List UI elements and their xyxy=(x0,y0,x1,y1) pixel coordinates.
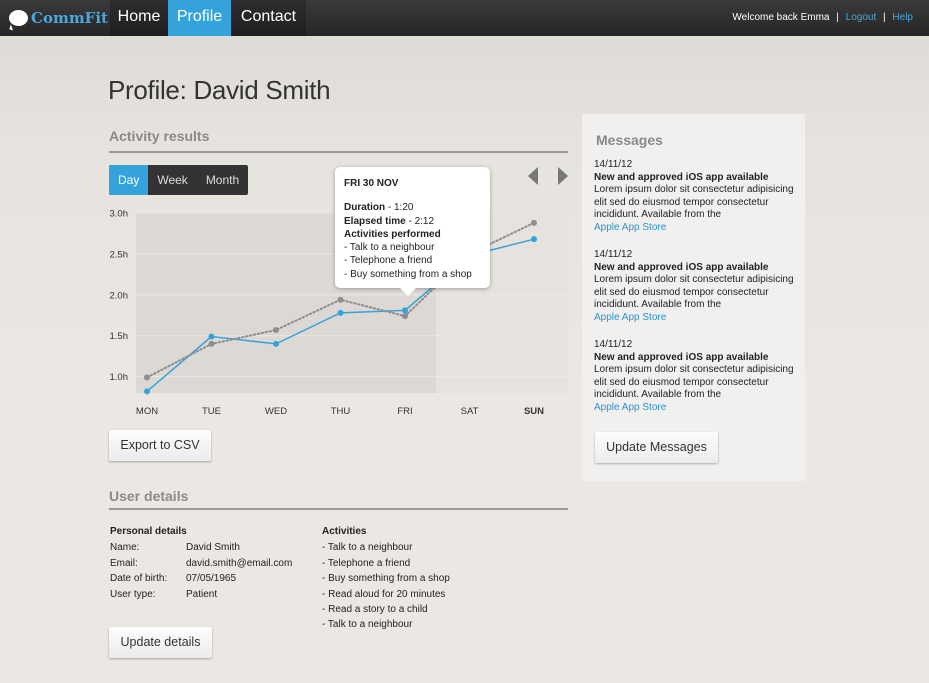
message-body: Lorem ipsum dolor sit consectetur adipis… xyxy=(594,274,794,310)
message-item: 14/11/12 New and approved iOS app availa… xyxy=(594,249,799,324)
activity-item: - Buy something from a shop xyxy=(322,573,450,585)
export-csv-button[interactable]: Export to CSV xyxy=(109,430,211,461)
activity-item: - Telephone a friend xyxy=(322,557,411,569)
field-label: Name: xyxy=(110,542,140,554)
field-row: Name: David Smith xyxy=(110,540,292,555)
update-details-button[interactable]: Update details xyxy=(109,627,212,658)
field-label: Date of birth: xyxy=(110,573,168,585)
message-date: 14/11/12 xyxy=(594,159,633,170)
message-body: Lorem ipsum dolor sit consectetur adipis… xyxy=(594,364,794,400)
message-item: 14/11/12 New and approved iOS app availa… xyxy=(594,159,799,234)
field-row: Date of birth: 07/05/1965 xyxy=(110,571,292,586)
field-value: david.smith@email.com xyxy=(186,557,293,569)
separator: | xyxy=(883,12,886,23)
x-tick-label: THU xyxy=(331,406,351,417)
y-tick-label: 3.0h xyxy=(110,209,129,220)
tooltip-activity: - Talk to a neighbour xyxy=(344,242,435,254)
field-value: David Smith xyxy=(186,542,240,554)
logo[interactable]: CommFit xyxy=(9,7,108,29)
period-segmented-control: Day Week Month xyxy=(109,165,249,195)
x-tick-label: FRI xyxy=(397,406,412,417)
divider xyxy=(109,508,568,510)
divider xyxy=(109,151,568,153)
data-point-solid xyxy=(337,309,344,316)
user-details-heading: User details xyxy=(109,488,189,504)
logout-link[interactable]: Logout xyxy=(845,12,877,23)
y-tick-label: 1.0h xyxy=(110,372,129,383)
data-point-dotted xyxy=(208,340,215,347)
field-row: Email: david.smith@email.com xyxy=(110,556,292,571)
user-activities: Activities - Talk to a neighbour - Telep… xyxy=(322,524,450,633)
tooltip-activity: - Buy something from a shop xyxy=(344,268,472,280)
logo-text: CommFit xyxy=(31,9,108,27)
top-nav: CommFit Home Profile Contact Welcome bac… xyxy=(0,0,929,36)
data-point-solid xyxy=(402,307,408,314)
x-tick-label: SAT xyxy=(461,406,479,417)
activity-item: - Talk to a neighbour xyxy=(322,542,413,554)
tooltip-duration: Duration - 1:20 xyxy=(344,202,414,214)
app-store-link[interactable]: Apple App Store xyxy=(594,221,667,233)
app-store-link[interactable]: Apple App Store xyxy=(594,401,667,413)
activity-item: - Talk to a neighbour xyxy=(322,619,413,631)
messages-heading: Messages xyxy=(596,132,663,148)
nav-user-area: Welcome back Emma | Logout | Help xyxy=(732,12,913,23)
field-value: 07/05/1965 xyxy=(186,573,237,585)
tooltip-activities-heading: Activities performed xyxy=(344,228,441,240)
field-row: User type: Patient xyxy=(110,587,292,602)
tooltip-activity: - Telephone a friend xyxy=(344,255,433,267)
data-point-dotted xyxy=(402,313,408,320)
help-link[interactable]: Help xyxy=(892,12,913,23)
x-tick-label: WED xyxy=(265,406,287,417)
data-point-solid xyxy=(144,388,150,395)
messages-panel: Messages 14/11/12 New and approved iOS a… xyxy=(582,114,805,481)
message-date: 14/11/12 xyxy=(594,339,633,350)
speech-bubble-icon xyxy=(9,10,28,26)
personal-details-heading: Personal details xyxy=(110,526,187,537)
separator: | xyxy=(836,12,839,23)
app-store-link[interactable]: Apple App Store xyxy=(594,311,667,323)
data-point-dotted xyxy=(337,296,344,303)
tooltip-date: FRI 30 NOV xyxy=(344,178,399,189)
field-label: User type: xyxy=(110,588,156,600)
data-point-dotted xyxy=(144,374,150,381)
segment-month[interactable]: Month xyxy=(205,173,240,187)
chart-prev-arrow-icon[interactable] xyxy=(528,167,538,185)
message-date: 14/11/12 xyxy=(594,249,633,260)
activity-results-heading: Activity results xyxy=(109,128,210,144)
activity-item: - Read aloud for 20 minutes xyxy=(322,588,446,600)
data-point-solid xyxy=(531,236,537,243)
segment-day[interactable]: Day xyxy=(109,165,149,195)
y-tick-label: 2.5h xyxy=(110,249,129,260)
activity-item: - Read a story to a child xyxy=(322,604,428,616)
data-point-solid xyxy=(208,333,215,340)
data-point-solid xyxy=(273,340,279,347)
activities-heading: Activities xyxy=(322,526,367,537)
x-tick-label: TUE xyxy=(202,406,221,417)
chart-tooltip: FRI 30 NOV Duration - 1:20 Elapsed time … xyxy=(335,167,490,296)
field-value: Patient xyxy=(186,588,218,600)
message-title: New and approved iOS app available xyxy=(594,351,769,363)
y-tick-label: 1.5h xyxy=(110,331,129,342)
message-title: New and approved iOS app available xyxy=(594,171,769,183)
page-title: Profile: David Smith xyxy=(108,75,331,105)
field-label: Email: xyxy=(110,557,138,569)
nav-tab-profile[interactable]: Profile xyxy=(168,0,231,36)
nav-tab-home[interactable]: Home xyxy=(110,0,168,36)
segment-week[interactable]: Week xyxy=(157,173,188,187)
update-messages-button[interactable]: Update Messages xyxy=(595,432,718,463)
message-item: 14/11/12 New and approved iOS app availa… xyxy=(594,339,799,414)
message-title: New and approved iOS app available xyxy=(594,261,769,273)
x-tick-label: MON xyxy=(136,406,158,417)
data-point-dotted xyxy=(531,219,537,226)
x-tick-label: SUN xyxy=(524,406,544,417)
chart-next-arrow-icon[interactable] xyxy=(558,167,568,185)
welcome-text: Welcome back Emma xyxy=(732,12,830,23)
message-body: Lorem ipsum dolor sit consectetur adipis… xyxy=(594,184,794,220)
tooltip-elapsed: Elapsed time - 2:12 xyxy=(344,215,435,227)
y-tick-label: 2.0h xyxy=(110,290,129,301)
personal-details: Personal details Name: David Smith Email:… xyxy=(110,524,292,602)
nav-tab-contact[interactable]: Contact xyxy=(231,0,306,36)
data-point-dotted xyxy=(273,327,279,333)
